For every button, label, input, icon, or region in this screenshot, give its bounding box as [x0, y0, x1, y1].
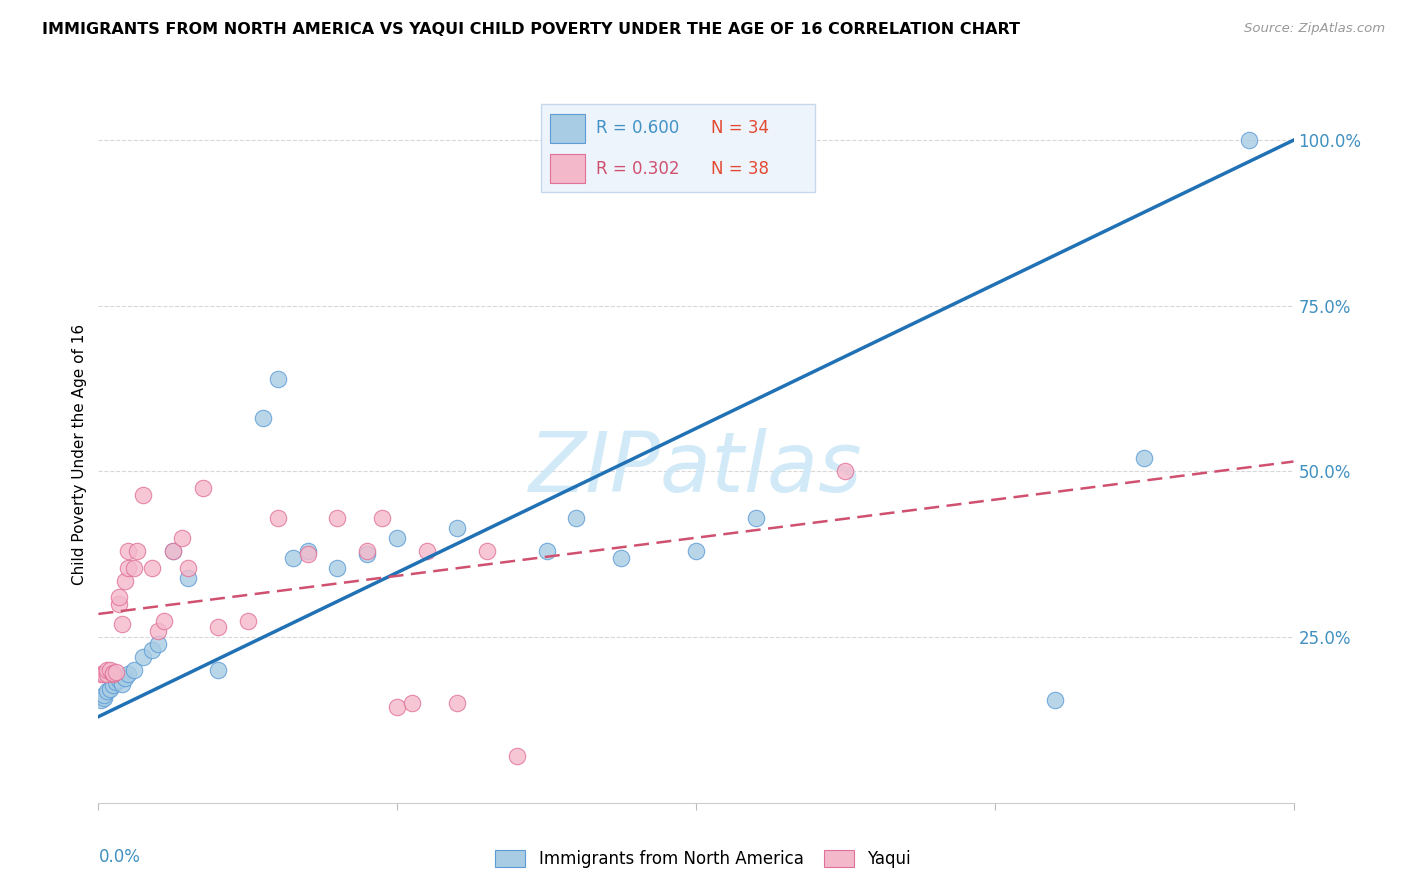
Point — [356, 547, 378, 561]
Point — [326, 560, 349, 574]
Point — [745, 511, 768, 525]
Point — [267, 372, 290, 386]
Point — [172, 531, 194, 545]
Point — [326, 511, 349, 525]
Point — [124, 560, 146, 574]
Point — [446, 697, 468, 711]
Legend: Immigrants from North America, Yaqui: Immigrants from North America, Yaqui — [489, 843, 917, 875]
Point — [371, 511, 394, 525]
Point — [111, 676, 134, 690]
Point — [117, 560, 139, 574]
Text: IMMIGRANTS FROM NORTH AMERICA VS YAQUI CHILD POVERTY UNDER THE AGE OF 16 CORRELA: IMMIGRANTS FROM NORTH AMERICA VS YAQUI C… — [42, 22, 1021, 37]
Point — [105, 675, 128, 690]
Point — [252, 411, 274, 425]
Point — [132, 488, 155, 502]
Point — [100, 681, 122, 696]
Point — [108, 673, 131, 688]
Point — [148, 637, 170, 651]
Point — [93, 666, 115, 681]
Point — [834, 465, 856, 479]
Point — [162, 544, 184, 558]
Point — [124, 663, 146, 677]
Point — [93, 691, 115, 706]
Point — [356, 544, 378, 558]
Point — [114, 671, 136, 685]
Text: ZIPatlas: ZIPatlas — [529, 428, 863, 509]
Point — [297, 544, 319, 558]
Point — [153, 614, 176, 628]
Point — [207, 663, 229, 677]
Point — [111, 616, 134, 631]
Point — [475, 544, 498, 558]
Point — [401, 697, 423, 711]
Point — [267, 511, 290, 525]
Point — [103, 666, 125, 681]
Point — [114, 574, 136, 588]
Text: Source: ZipAtlas.com: Source: ZipAtlas.com — [1244, 22, 1385, 36]
Bar — [550, 154, 585, 183]
FancyBboxPatch shape — [541, 104, 815, 192]
Point — [96, 663, 118, 677]
Point — [281, 550, 304, 565]
Point — [100, 663, 122, 677]
Point — [207, 620, 229, 634]
Point — [297, 547, 319, 561]
Point — [610, 550, 633, 565]
Text: N = 38: N = 38 — [711, 160, 769, 178]
Text: R = 0.302: R = 0.302 — [596, 160, 679, 178]
Point — [148, 624, 170, 638]
Point — [105, 665, 128, 680]
Point — [685, 544, 707, 558]
Text: 0.0%: 0.0% — [98, 848, 141, 866]
Point — [1043, 693, 1066, 707]
Point — [141, 560, 163, 574]
Point — [103, 665, 125, 680]
Point — [132, 650, 155, 665]
Point — [191, 481, 214, 495]
Point — [90, 666, 112, 681]
Text: N = 34: N = 34 — [711, 120, 769, 137]
Point — [93, 689, 115, 703]
Point — [162, 544, 184, 558]
Point — [446, 521, 468, 535]
Point — [108, 591, 131, 605]
Point — [1133, 451, 1156, 466]
Bar — [550, 114, 585, 143]
Point — [565, 511, 588, 525]
Point — [96, 684, 118, 698]
Point — [236, 614, 259, 628]
Point — [385, 531, 409, 545]
Point — [141, 643, 163, 657]
Point — [117, 544, 139, 558]
Text: R = 0.600: R = 0.600 — [596, 120, 679, 137]
Point — [127, 544, 149, 558]
Point — [90, 693, 112, 707]
Point — [177, 560, 200, 574]
Point — [96, 666, 118, 681]
Point — [536, 544, 558, 558]
Point — [416, 544, 439, 558]
Y-axis label: Child Poverty Under the Age of 16: Child Poverty Under the Age of 16 — [72, 325, 87, 585]
Point — [108, 597, 131, 611]
Point — [385, 699, 409, 714]
Point — [177, 570, 200, 584]
Point — [117, 666, 139, 681]
Point — [506, 749, 529, 764]
Point — [1237, 133, 1260, 147]
Point — [103, 678, 125, 692]
